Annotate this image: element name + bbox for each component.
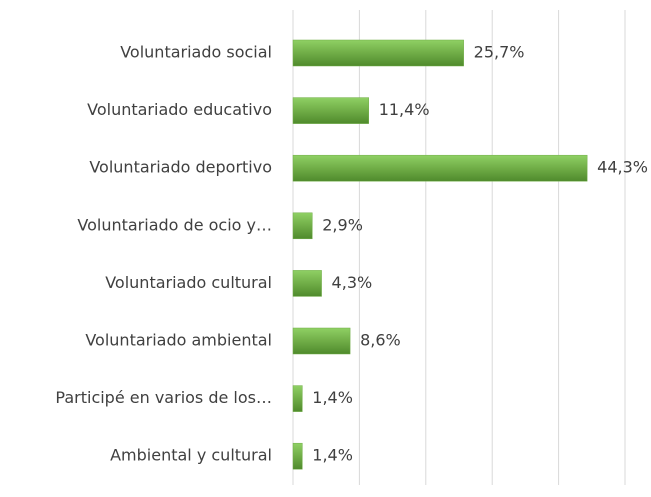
category-label: Voluntariado ambiental — [85, 331, 272, 350]
bar — [292, 39, 464, 67]
category-label: Voluntariado educativo — [87, 100, 272, 119]
category-label: Ambiental y cultural — [110, 446, 272, 465]
bar — [292, 97, 369, 124]
bar — [292, 154, 588, 182]
category-label: Voluntariado social — [120, 43, 272, 62]
value-label: 4,3% — [332, 273, 373, 292]
value-label: 11,4% — [379, 100, 430, 119]
category-label: Voluntariado cultural — [105, 273, 272, 292]
value-label: 1,4% — [312, 446, 353, 465]
value-label: 25,7% — [474, 43, 525, 62]
value-label: 8,6% — [360, 331, 401, 350]
bar — [292, 327, 351, 355]
bar — [292, 212, 313, 240]
value-label: 1,4% — [312, 388, 353, 407]
bar — [292, 270, 322, 297]
category-label: Voluntariado deportivo — [89, 158, 272, 177]
category-label: Participé en varios de los… — [55, 388, 272, 407]
value-label: 2,9% — [322, 215, 363, 234]
bar — [292, 442, 303, 470]
bar — [292, 385, 303, 412]
value-label: 44,3% — [597, 158, 648, 177]
category-label: Voluntariado de ocio y… — [77, 215, 272, 234]
